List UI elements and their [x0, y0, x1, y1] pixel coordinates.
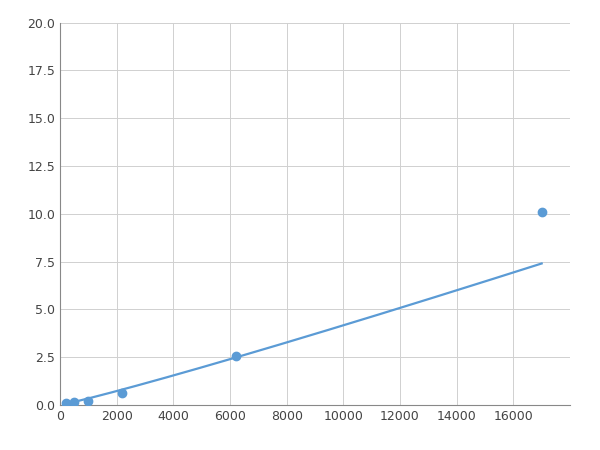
Point — [70, 399, 79, 406]
Point — [83, 398, 93, 405]
Point — [118, 389, 127, 396]
Point — [537, 208, 547, 216]
Point — [61, 400, 70, 407]
Point — [231, 353, 241, 360]
